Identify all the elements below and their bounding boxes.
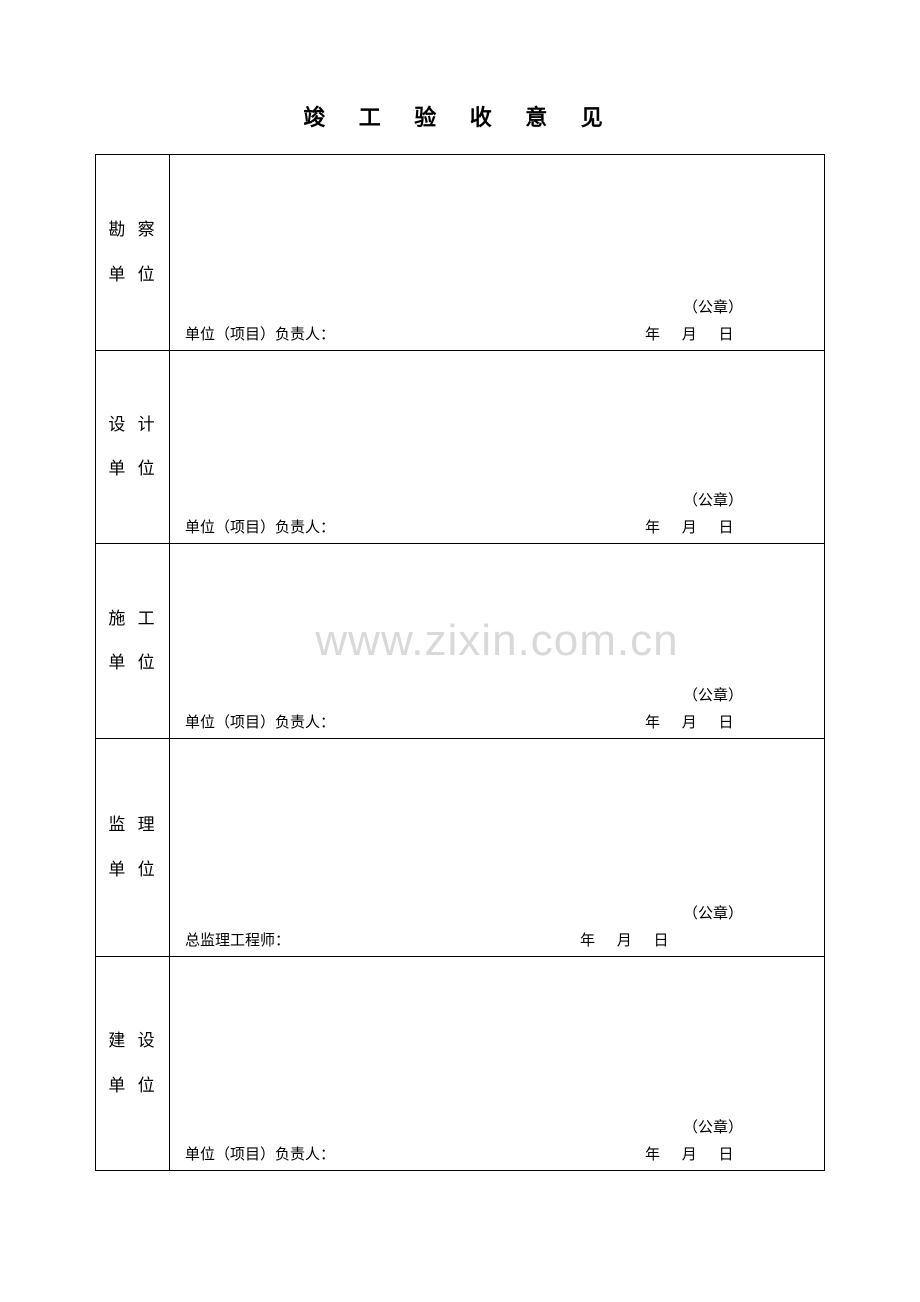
date-section: 年 月 日 — [335, 323, 809, 344]
label-cell-design: 设 计 单 位 — [96, 351, 170, 544]
label-line2: 单 位 — [108, 265, 158, 284]
month-label: 月 — [664, 1147, 697, 1163]
label-line1: 建 设 — [108, 1031, 158, 1050]
label-text: 设 计 单 位 — [96, 403, 169, 491]
label-text: 勘 察 单 位 — [96, 208, 169, 296]
month-label: 月 — [664, 520, 697, 536]
day-label: 日 — [701, 520, 734, 536]
responsible-label: 总监理工程师： — [185, 929, 290, 950]
watermark-text: www.zixin.com.cn — [315, 616, 678, 666]
month-label: 月 — [599, 933, 632, 949]
content-cell: （公章） 单位（项目）负责人： 年 月 日 — [170, 155, 825, 351]
footer-area: （公章） 总监理工程师： 年 月 日 — [170, 902, 824, 950]
footer-line: 总监理工程师： 年 月 日 — [185, 929, 809, 950]
day-label: 日 — [701, 327, 734, 343]
day-label: 日 — [701, 1147, 734, 1163]
footer-area: （公章） 单位（项目）负责人： 年 月 日 — [170, 1116, 824, 1164]
label-line2: 单 位 — [108, 653, 158, 672]
seal-label: （公章） — [185, 902, 809, 923]
content-cell: www.zixin.com.cn （公章） 单位（项目）负责人： 年 月 日 — [170, 544, 825, 739]
label-line2: 单 位 — [108, 459, 158, 478]
footer-area: （公章） 单位（项目）负责人： 年 月 日 — [170, 489, 824, 537]
label-line1: 设 计 — [108, 415, 158, 434]
day-label: 日 — [701, 715, 734, 731]
page-title: 竣 工 验 收 意 见 — [95, 100, 825, 132]
table-row: 建 设 单 位 （公章） 单位（项目）负责人： 年 月 日 — [96, 957, 825, 1171]
month-label: 月 — [664, 715, 697, 731]
label-line2: 单 位 — [108, 1076, 158, 1095]
year-label: 年 — [335, 1147, 660, 1163]
label-line1: 施 工 — [108, 609, 158, 628]
label-line1: 监 理 — [108, 815, 158, 834]
table-row: 监 理 单 位 （公章） 总监理工程师： 年 月 日 — [96, 739, 825, 957]
responsible-label: 单位（项目）负责人： — [185, 711, 335, 732]
label-cell-survey: 勘 察 单 位 — [96, 155, 170, 351]
table-row: 设 计 单 位 （公章） 单位（项目）负责人： 年 月 日 — [96, 351, 825, 544]
footer-line: 单位（项目）负责人： 年 月 日 — [185, 323, 809, 344]
label-text: 建 设 单 位 — [96, 1019, 169, 1107]
responsible-label: 单位（项目）负责人： — [185, 323, 335, 344]
date-section: 年 月 日 — [335, 711, 809, 732]
content-cell: （公章） 总监理工程师： 年 月 日 — [170, 739, 825, 957]
date-section: 年 月 日 — [335, 1143, 809, 1164]
seal-label: （公章） — [185, 1116, 809, 1137]
year-label: 年 — [335, 715, 660, 731]
year-label: 年 — [290, 933, 595, 949]
footer-line: 单位（项目）负责人： 年 月 日 — [185, 1143, 809, 1164]
footer-area: （公章） 单位（项目）负责人： 年 月 日 — [170, 684, 824, 732]
label-line2: 单 位 — [108, 860, 158, 879]
footer-line: 单位（项目）负责人： 年 月 日 — [185, 516, 809, 537]
date-section: 年 月 日 — [290, 929, 809, 950]
table-row: 施 工 单 位 www.zixin.com.cn （公章） 单位（项目）负责人：… — [96, 544, 825, 739]
seal-label: （公章） — [185, 296, 809, 317]
table-row: 勘 察 单 位 （公章） 单位（项目）负责人： 年 月 日 — [96, 155, 825, 351]
label-cell-supervision: 监 理 单 位 — [96, 739, 170, 957]
label-line1: 勘 察 — [108, 220, 158, 239]
content-cell: （公章） 单位（项目）负责人： 年 月 日 — [170, 957, 825, 1171]
year-label: 年 — [335, 520, 660, 536]
footer-line: 单位（项目）负责人： 年 月 日 — [185, 711, 809, 732]
date-section: 年 月 日 — [335, 516, 809, 537]
month-label: 月 — [664, 327, 697, 343]
responsible-label: 单位（项目）负责人： — [185, 516, 335, 537]
form-table: 勘 察 单 位 （公章） 单位（项目）负责人： 年 月 日 设 计 — [95, 154, 825, 1171]
content-cell: （公章） 单位（项目）负责人： 年 月 日 — [170, 351, 825, 544]
label-cell-construction: 施 工 单 位 — [96, 544, 170, 739]
label-cell-builder: 建 设 单 位 — [96, 957, 170, 1171]
day-label: 日 — [636, 933, 669, 949]
label-text: 施 工 单 位 — [96, 597, 169, 685]
seal-label: （公章） — [185, 489, 809, 510]
responsible-label: 单位（项目）负责人： — [185, 1143, 335, 1164]
seal-label: （公章） — [185, 684, 809, 705]
footer-area: （公章） 单位（项目）负责人： 年 月 日 — [170, 296, 824, 344]
label-text: 监 理 单 位 — [96, 803, 169, 891]
year-label: 年 — [335, 327, 660, 343]
